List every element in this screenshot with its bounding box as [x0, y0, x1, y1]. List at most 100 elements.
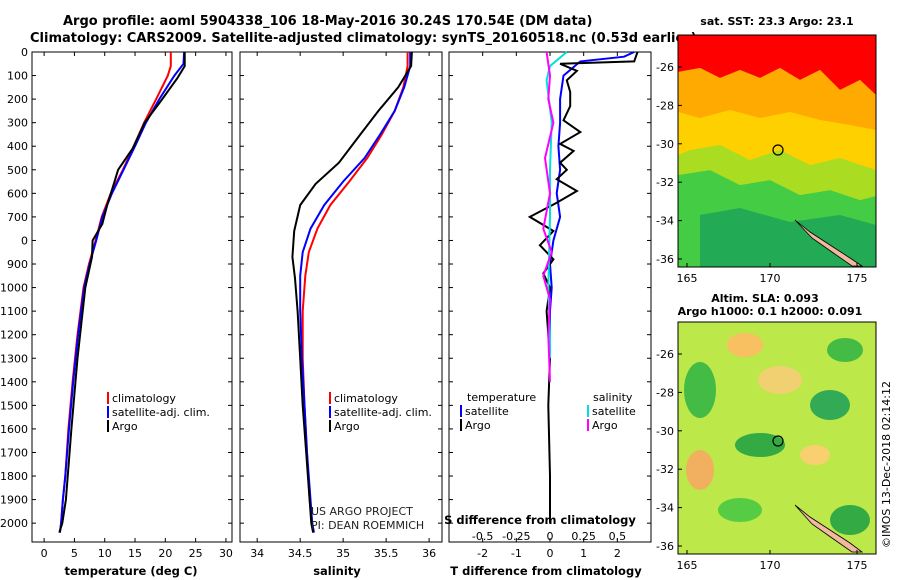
sst-warm-region — [678, 35, 876, 95]
sla-negative-anomaly — [830, 505, 870, 535]
series-line-argo — [58, 52, 186, 533]
sst-yellowgreen-band — [678, 145, 876, 200]
map-x-tick-label: 175 — [847, 559, 868, 572]
temperature-xlabel: temperature (deg C) — [64, 564, 197, 578]
map-y-tick-label: -28 — [656, 99, 674, 112]
temperature-chart: 0 5 10 15 20 25 30 — [41, 51, 233, 560]
map-y-tick-label: -34 — [656, 502, 674, 515]
depth-tick-label: 1800 — [0, 470, 28, 483]
depth-tick-label: 0 — [21, 234, 28, 247]
sla-positive-anomaly — [686, 450, 714, 490]
map-y-tick-label: -36 — [656, 253, 674, 266]
legend-label-s-argo: Argo — [592, 419, 618, 432]
sla-negative-anomaly — [684, 362, 716, 418]
legend-label-satellite: satellite-adj. clim. — [112, 406, 210, 419]
s-tick-label: -0.25 — [502, 530, 530, 543]
legend-label-argo: Argo — [112, 420, 138, 433]
depth-tick-label: 1100 — [0, 305, 28, 318]
legend-title-salinity: salinity — [593, 391, 633, 404]
legend-label-climatology: climatology — [334, 392, 398, 405]
depth-tick-label: 500 — [7, 164, 28, 177]
x-tick-label: 25 — [189, 547, 203, 560]
credit-line1: US ARGO PROJECT — [311, 505, 413, 518]
map-y-tick-label: -28 — [656, 386, 674, 399]
depth-tick-label: 900 — [7, 258, 28, 271]
depth-tick-label: 200 — [7, 93, 28, 106]
map-y-tick-label: -34 — [656, 215, 674, 228]
map-x-tick-label: 165 — [677, 272, 698, 285]
sla-positive-anomaly — [800, 445, 830, 465]
depth-tick-label: 2000 — [0, 517, 28, 530]
legend-label-satellite: satellite-adj. clim. — [334, 406, 432, 419]
depth-tick-label: 600 — [7, 187, 28, 200]
new-caledonia-landmass — [794, 219, 864, 267]
s-tick-label: 0 — [547, 530, 554, 543]
x-tick-label: 35 — [336, 547, 350, 560]
x-tick-label: 10 — [98, 547, 112, 560]
depth-tick-label: 400 — [7, 140, 28, 153]
difference-chart: -2 -1 0 1 2 -0.5 -0.25 0 0.25 0.5 — [472, 51, 639, 560]
x-tick-label: 0 — [41, 547, 48, 560]
sst-orange-band — [678, 68, 876, 130]
x-tick-label: -1 — [511, 547, 522, 560]
sst-map-frame — [677, 34, 877, 268]
x-tick-label: 36 — [422, 547, 436, 560]
series-line-satellite-adj-clim- — [58, 51, 186, 533]
credit-line2: PI: DEAN ROEMMICH — [311, 519, 424, 532]
map-y-tick-label: -32 — [656, 176, 674, 189]
series-line-t-argo — [527, 51, 639, 524]
sla-negative-anomaly — [810, 390, 850, 420]
x-tick-label: 15 — [128, 547, 142, 560]
legend-label-t-argo: Argo — [465, 419, 491, 432]
sla-map — [677, 321, 877, 555]
map-y-tick-label: -32 — [656, 463, 674, 476]
s-tick-label: -0.5 — [472, 530, 493, 543]
x-tick-label: 35.5 — [374, 547, 399, 560]
depth-axis: 0 100 200 300 400 500 600 700 0 900 1000 1100 1200 13… — [0, 46, 651, 530]
float-location-marker — [772, 144, 784, 156]
sla-map-title1: Altim. SLA: 0.093 — [711, 292, 818, 305]
salinity-chart: 34 34.5 35 35.5 36 — [250, 51, 436, 560]
map-y-tick-label: -36 — [656, 540, 674, 553]
series-line-s-argo — [542, 51, 555, 382]
sla-map-frame — [677, 321, 877, 555]
depth-tick-label: 100 — [7, 70, 28, 83]
map-y-tick-label: -26 — [656, 61, 674, 74]
x-tick-label: 2 — [614, 547, 621, 560]
x-tick-label: -2 — [477, 547, 488, 560]
x-tick-label: 34.5 — [288, 547, 313, 560]
sla-positive-anomaly — [758, 366, 802, 394]
depth-tick-label: 0 — [21, 46, 28, 59]
header-line1: Argo profile: aoml 5904338_106 18-May-20… — [63, 14, 592, 29]
legend-label-t-satellite: satellite — [465, 405, 509, 418]
difference-legend: temperature satellite Argo salinity sate… — [460, 391, 636, 432]
depth-tick-label: 1500 — [0, 399, 28, 412]
x-tick-label: 5 — [71, 547, 78, 560]
float-location-marker — [772, 435, 784, 447]
s-tick-label: 0.5 — [609, 530, 627, 543]
sla-map-axis: 165 170 175 -26 -28 -30 -32 -34 -36 — [656, 348, 867, 572]
header-line2: Climatology: CARS2009. Satellite-adjuste… — [30, 31, 697, 46]
x-tick-label: 1 — [580, 547, 587, 560]
series-line-argo — [291, 51, 413, 533]
map-y-tick-label: -30 — [656, 425, 674, 438]
salinity-xlabel: salinity — [313, 564, 361, 578]
sla-negative-anomaly — [827, 338, 863, 362]
x-tick-label: 0 — [547, 547, 554, 560]
depth-tick-label: 1900 — [0, 494, 28, 507]
map-x-tick-label: 170 — [760, 272, 781, 285]
depth-tick-label: 700 — [7, 211, 28, 224]
sst-map-axis: 165 170 175 -26 -28 -30 -32 -34 -36 — [656, 61, 867, 285]
map-y-tick-label: -26 — [656, 348, 674, 361]
difference-xlabel2: S difference from climatology — [444, 513, 636, 527]
new-caledonia-landmass — [794, 504, 864, 553]
x-tick-label: 30 — [219, 547, 233, 560]
map-y-tick-label: -30 — [656, 138, 674, 151]
map-x-tick-label: 175 — [847, 272, 868, 285]
legend-title-temperature: temperature — [467, 391, 536, 404]
depth-tick-label: 1000 — [0, 282, 28, 295]
x-tick-label: 34 — [250, 547, 264, 560]
temperature-legend: climatology satellite-adj. clim. Argo — [107, 392, 210, 433]
legend-label-argo: Argo — [334, 420, 360, 433]
